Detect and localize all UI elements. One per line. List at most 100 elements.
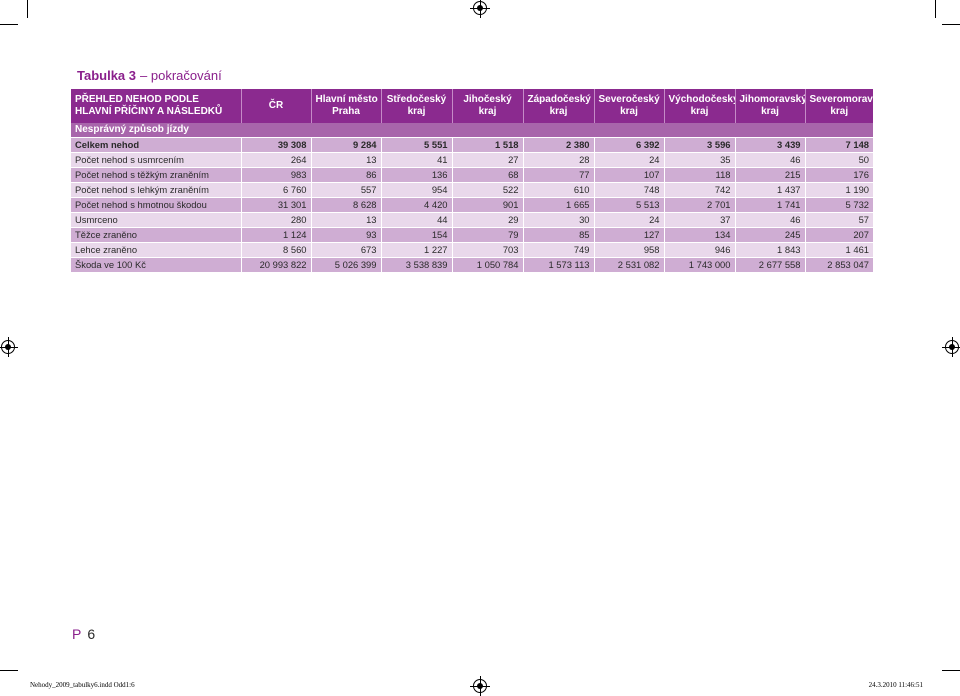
header-praha: Hlavní město Praha — [311, 89, 382, 123]
table-cell: 522 — [452, 182, 524, 198]
crop-mark — [0, 670, 18, 671]
table-row: Počet nehod s hmotnou škodou 31 301 8 628 4… — [71, 197, 873, 213]
row-label: Usmrceno — [71, 212, 242, 228]
table-cell: 1 124 — [241, 227, 312, 243]
table-cell: 215 — [735, 167, 806, 183]
header-jihocesky: Jihočeský kraj — [452, 89, 524, 123]
table-header-row: PŘEHLED NEHOD PODLE HLAVNÍ PŘÍČINY A NÁSL… — [71, 89, 873, 123]
table-cell: 954 — [381, 182, 453, 198]
table-cell: 673 — [311, 242, 382, 258]
table-title-bold: Tabulka 3 — [77, 68, 137, 83]
table-cell: 24 — [594, 212, 665, 228]
table-cell: 2 380 — [523, 137, 595, 153]
table-cell: 6 760 — [241, 182, 312, 198]
table-cell: 1 050 784 — [452, 257, 524, 273]
table-cell: 4 420 — [381, 197, 453, 213]
table-cell: 9 284 — [311, 137, 382, 153]
header-stredocesky: Středočeský kraj — [381, 89, 453, 123]
table-cell: 1 573 113 — [523, 257, 595, 273]
table-cell: 207 — [805, 227, 873, 243]
table-row: Usmrceno 280 13 44 29 30 24 37 46 57 — [71, 212, 873, 228]
table-cell: 946 — [664, 242, 736, 258]
page-number-value: 6 — [87, 626, 96, 642]
row-label: Lehce zraněno — [71, 242, 242, 258]
table-cell: 127 — [594, 227, 665, 243]
table-cell: 2 677 558 — [735, 257, 806, 273]
table-cell: 41 — [381, 152, 453, 168]
table-row: Počet nehod s lehkým zraněním 6 760 557 954… — [71, 182, 873, 198]
table-cell: 118 — [664, 167, 736, 183]
table-cell: 557 — [311, 182, 382, 198]
table-cell: 5 732 — [805, 197, 873, 213]
table-cell: 68 — [452, 167, 524, 183]
row-label: Počet nehod s hmotnou škodou — [71, 197, 242, 213]
table-row: Lehce zraněno 8 560 673 1 227 703 749 958 946 1 … — [71, 242, 873, 258]
table-cell: 79 — [452, 227, 524, 243]
table-row: Těžce zraněno 1 124 93 154 79 85 127 134 245 207 — [71, 227, 873, 243]
header-severocesky: Severočeský kraj — [594, 89, 665, 123]
table-cell: 8 560 — [241, 242, 312, 258]
row-label: Počet nehod s lehkým zraněním — [71, 182, 242, 198]
table-cell: 6 392 — [594, 137, 665, 153]
table-cell: 2 853 047 — [805, 257, 873, 273]
table-cell: 5 551 — [381, 137, 453, 153]
table-cell: 1 227 — [381, 242, 453, 258]
accident-table: PŘEHLED NEHOD PODLE HLAVNÍ PŘÍČINY A NÁSL… — [71, 89, 873, 273]
table-cell: 77 — [523, 167, 595, 183]
slug-date: 24.3.2010 11:46:51 — [868, 681, 923, 689]
table-row: Počet nehod s těžkým zraněním 983 86 136 68 7… — [71, 167, 873, 183]
header-severomoravsky: Severomoravskýkraj — [805, 89, 873, 123]
row-label: Těžce zraněno — [71, 227, 242, 243]
table-cell: 107 — [594, 167, 665, 183]
table-cell: 50 — [805, 152, 873, 168]
table-cell: 57 — [805, 212, 873, 228]
table-cell: 703 — [452, 242, 524, 258]
crop-mark — [27, 0, 28, 18]
slug-filename: Nehody_2009_tabulky6.indd Odd1:6 — [30, 681, 135, 689]
table-cell: 1 743 000 — [664, 257, 736, 273]
table-row: Celkem nehod 39 308 9 284 5 551 1 518 2 380 6 … — [71, 137, 873, 153]
section-row: Nesprávný způsob jízdy — [71, 123, 873, 138]
table-cell: 958 — [594, 242, 665, 258]
table-cell: 2 701 — [664, 197, 736, 213]
row-label: Počet nehod s těžkým zraněním — [71, 167, 242, 183]
table-cell: 35 — [664, 152, 736, 168]
table-cell: 85 — [523, 227, 595, 243]
table-cell: 86 — [311, 167, 382, 183]
table-cell: 5 026 399 — [311, 257, 382, 273]
crop-mark — [942, 670, 960, 671]
row-label: Počet nehod s usmrcením — [71, 152, 242, 168]
table-cell: 1 461 — [805, 242, 873, 258]
table-cell: 742 — [664, 182, 736, 198]
header-category: PŘEHLED NEHOD PODLE HLAVNÍ PŘÍČINY A NÁSL… — [71, 89, 242, 123]
table-cell: 24 — [594, 152, 665, 168]
table-cell: 1 437 — [735, 182, 806, 198]
header-cr: ČR — [241, 89, 312, 123]
crop-mark — [0, 24, 18, 25]
table-cell: 13 — [311, 152, 382, 168]
registration-mark-icon — [0, 337, 18, 357]
table-cell: 29 — [452, 212, 524, 228]
table-cell: 93 — [311, 227, 382, 243]
crop-mark — [935, 0, 936, 18]
table-cell: 44 — [381, 212, 453, 228]
registration-mark-icon — [470, 0, 490, 18]
registration-mark-icon — [470, 676, 490, 696]
table-cell: 1 665 — [523, 197, 595, 213]
table-cell: 610 — [523, 182, 595, 198]
page-prefix: P — [72, 626, 82, 642]
header-jihomoravsky: Jihomoravský kraj — [735, 89, 806, 123]
table-cell: 37 — [664, 212, 736, 228]
table-cell: 901 — [452, 197, 524, 213]
table-cell: 245 — [735, 227, 806, 243]
table-cell: 3 439 — [735, 137, 806, 153]
table-cell: 20 993 822 — [241, 257, 312, 273]
header-zapadocesky: Západočeský kraj — [523, 89, 595, 123]
table-cell: 1 190 — [805, 182, 873, 198]
table-cell: 31 301 — [241, 197, 312, 213]
table-cell: 748 — [594, 182, 665, 198]
row-label: Celkem nehod — [71, 137, 242, 153]
table-cell: 176 — [805, 167, 873, 183]
table-cell: 27 — [452, 152, 524, 168]
